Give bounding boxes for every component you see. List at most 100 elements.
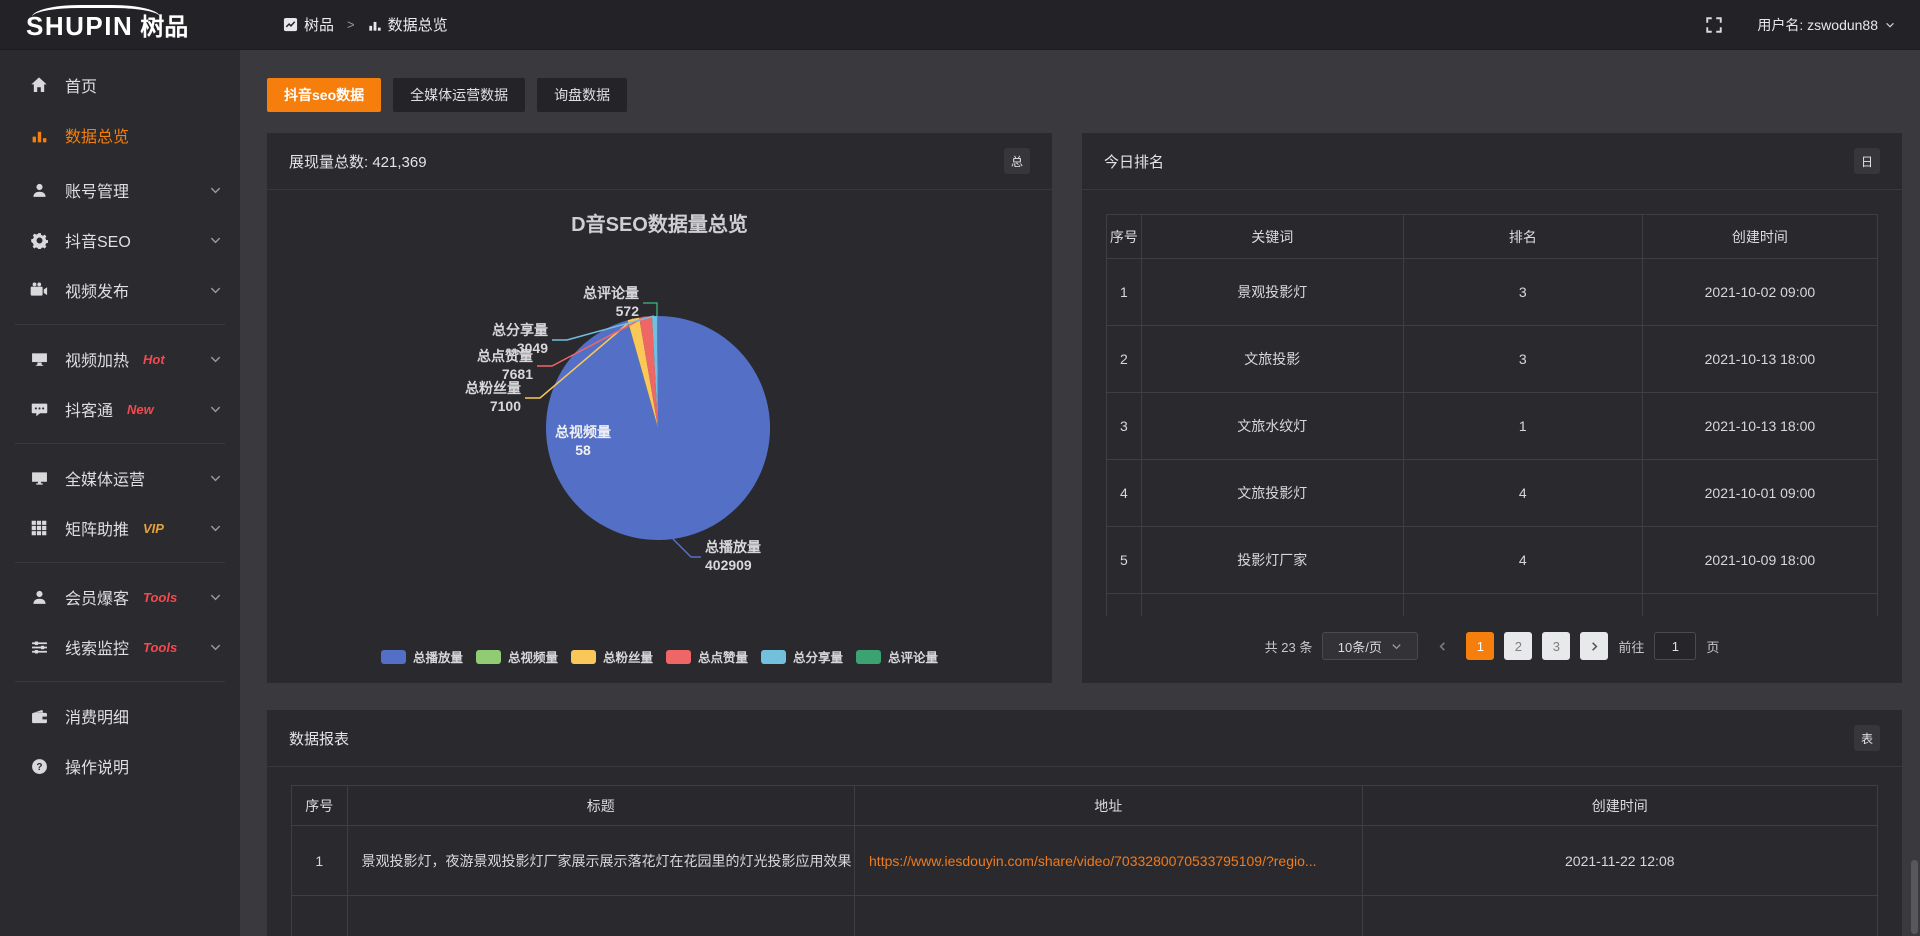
sidebar-item-help[interactable]: ? 操作说明 — [0, 741, 240, 791]
label-line — [525, 318, 634, 399]
pie-label: 402909 — [705, 557, 752, 573]
new-badge: New — [127, 401, 154, 417]
table-row: 5 投影灯厂家 4 2021-10-09 18:00 — [1106, 526, 1878, 594]
monitor-icon — [30, 469, 48, 487]
legend-label: 总点赞量 — [698, 651, 749, 665]
legend-label: 总粉丝量 — [602, 651, 653, 665]
cell-created: 2021-10-02 09:00 — [1641, 258, 1878, 326]
sidebar-item-doukeTong[interactable]: 抖客通 New — [0, 384, 240, 434]
page-size-select[interactable]: 10条/页 — [1322, 632, 1419, 660]
cell-keyword: 文旅投影灯 — [1140, 459, 1404, 527]
chevron-down-icon — [1886, 22, 1894, 28]
tools-badge: Tools — [143, 589, 178, 605]
pie-slice-总分享量[interactable] — [651, 316, 658, 428]
cell-no: 4 — [1106, 459, 1142, 527]
cell-created: 2021-10-13 18:00 — [1641, 392, 1878, 460]
user-icon — [30, 181, 48, 199]
tab-inquiry-data[interactable]: 询盘数据 — [537, 78, 628, 112]
chevron-down-icon — [210, 644, 221, 650]
data-source-tabs: 抖音seo数据 全媒体运营数据 询盘数据 — [267, 78, 1920, 112]
pie-label: 7681 — [502, 366, 533, 382]
page-button-1[interactable]: 1 — [1466, 632, 1495, 660]
sidebar-item-douyin-seo[interactable]: 抖音SEO — [0, 215, 240, 265]
video-url-link[interactable]: https://www.iesdouyin.com/share/video/70… — [869, 852, 1317, 869]
pie-slice-总播放量[interactable] — [546, 316, 771, 540]
tab-douyin-seo-data[interactable]: 抖音seo数据 — [267, 78, 382, 112]
legend-item-总播放量[interactable]: 总播放量 — [380, 647, 463, 666]
sidebar-item-video-heat[interactable]: 视频加热 Hot — [0, 334, 240, 384]
legend-swatch — [761, 649, 787, 664]
sidebar-item-label: 矩阵助推 — [65, 522, 130, 539]
sidebar-item-omni-media[interactable]: 全媒体运营 — [0, 453, 240, 503]
sidebar-item-data-overview[interactable]: 数据总览 — [0, 110, 240, 160]
pie-slice-总粉丝量[interactable] — [627, 317, 658, 428]
prev-page-button[interactable] — [1428, 632, 1456, 660]
page-button-3[interactable]: 3 — [1542, 632, 1571, 660]
sliders-icon — [30, 638, 48, 656]
pie-slice-总点赞量[interactable] — [639, 316, 658, 428]
tab-omni-media-data[interactable]: 全媒体运营数据 — [393, 78, 526, 112]
cell-keyword: 文旅水纹灯 — [1140, 392, 1404, 460]
col-header-url: 地址 — [854, 785, 1363, 826]
next-page-button[interactable] — [1580, 632, 1609, 660]
sidebar-item-home[interactable]: 首页 — [0, 60, 240, 110]
legend-item-总点赞量[interactable]: 总点赞量 — [666, 647, 748, 666]
pie-slice-总评论量[interactable] — [657, 315, 658, 428]
cell-no: 1 — [1106, 258, 1142, 326]
table-view-badge[interactable]: 表 — [1854, 725, 1880, 751]
user-menu[interactable]: 用户名: zswodun88 — [1757, 15, 1896, 35]
chevron-down-icon — [210, 594, 221, 600]
sidebar-item-video-publish[interactable]: 视频发布 — [0, 265, 240, 315]
topbar-right: 用户名: zswodun88 — [1705, 15, 1920, 35]
legend-item-总视频量[interactable]: 总视频量 — [475, 647, 558, 666]
page-button-2[interactable]: 2 — [1504, 632, 1533, 660]
cell-rank: 1 — [1402, 392, 1643, 460]
chevron-down-icon — [210, 287, 221, 293]
grid-icon — [30, 519, 48, 537]
goto-unit: 页 — [1706, 639, 1720, 655]
legend-swatch — [570, 649, 596, 664]
chevron-left-icon — [1439, 641, 1445, 651]
pie-label: 总播放量 — [705, 539, 761, 555]
chevron-down-icon — [210, 187, 221, 193]
breadcrumb-root-label: 树品 — [304, 17, 335, 34]
legend-item-总分享量[interactable]: 总分享量 — [761, 647, 843, 666]
total-view-badge[interactable]: 总 — [1004, 148, 1030, 174]
pagination: 共 23 条 10条/页 1 2 3 前往 1 页 — [1082, 632, 1902, 660]
daily-view-badge[interactable]: 日 — [1854, 148, 1880, 174]
table-row-partial — [1106, 593, 1878, 616]
report-panel-title: 数据报表 — [289, 730, 350, 748]
sidebar: 首页 数据总览 账号管理 抖音SEO 视频发布 视频加热 Hot — [0, 50, 240, 936]
legend-item-总评论量[interactable]: 总评论量 — [856, 647, 938, 666]
breadcrumb-current[interactable]: 数据总览 — [368, 14, 448, 35]
col-header-created: 创建时间 — [1361, 785, 1878, 826]
pie-slice-总视频量[interactable] — [627, 320, 658, 428]
pie-label: 总分享量 — [492, 322, 548, 338]
pie-chart-svg: 总播放量 402909 总视频量 58 总粉丝量 7100 总点赞量 7681 总分享量 3049… — [465, 285, 771, 573]
cell-no: 5 — [1106, 526, 1142, 594]
sidebar-item-member-burst[interactable]: 会员爆客 Tools — [0, 572, 240, 622]
question-icon: ? — [30, 757, 48, 775]
sidebar-item-lead-monitor[interactable]: 线索监控 Tools — [0, 622, 240, 672]
sidebar-item-account[interactable]: 账号管理 — [0, 165, 240, 215]
pie-chart: D音SEO数据量总览 总播放量 402909 总视频量 58 总粉丝量 7100 总点赞量 7… — [267, 190, 1052, 682]
svg-text:?: ? — [36, 762, 42, 773]
trend-icon — [283, 17, 298, 32]
scrollbar-thumb[interactable] — [1911, 860, 1918, 934]
breadcrumb-root[interactable]: 树品 — [283, 14, 334, 35]
pie-label: 总粉丝量 — [465, 380, 521, 396]
goto-page-input[interactable]: 1 — [1654, 632, 1697, 660]
legend-swatch — [666, 649, 691, 664]
sidebar-item-matrix-boost[interactable]: 矩阵助推 VIP — [0, 503, 240, 553]
sidebar-item-spending-detail[interactable]: 消费明细 — [0, 691, 240, 741]
legend-item-总粉丝量[interactable]: 总粉丝量 — [570, 647, 653, 666]
fullscreen-icon[interactable] — [1705, 16, 1723, 34]
label-line — [643, 302, 658, 316]
user-label: 用户名: zswodun88 — [1757, 16, 1878, 33]
legend-swatch — [856, 649, 882, 664]
sidebar-item-label: 视频发布 — [65, 284, 130, 301]
logo: SHUPIN 树品 — [0, 0, 240, 50]
cell-rank: 4 — [1402, 526, 1643, 594]
impressions-total-label: 展现量总数: 421,369 — [289, 153, 427, 171]
chart-legend: 总播放量 总视频量 总粉丝量 总点赞量 总分享量 总评论量 — [267, 647, 1052, 666]
